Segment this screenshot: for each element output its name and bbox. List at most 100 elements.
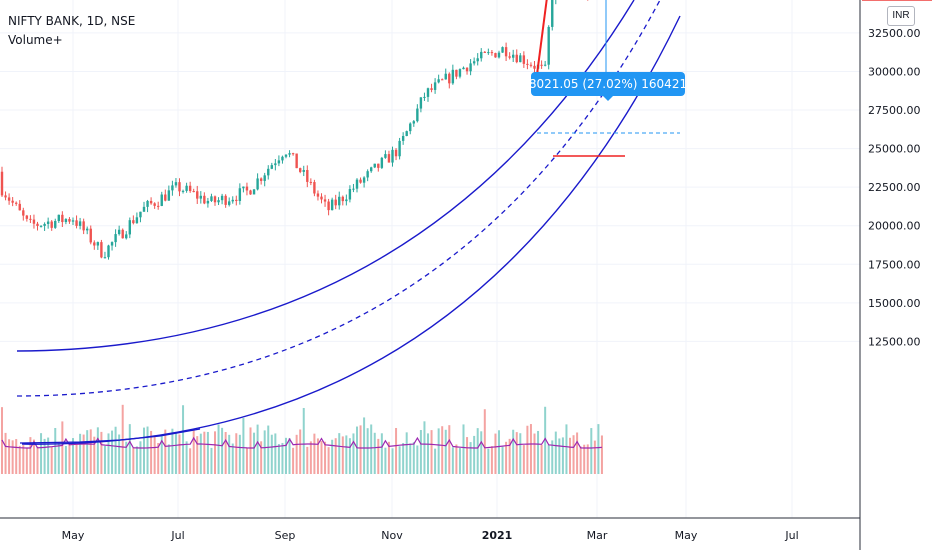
- volume-bar: [89, 429, 92, 474]
- candle-body: [185, 185, 188, 191]
- volume-bar: [50, 446, 53, 474]
- volume-bar: [22, 445, 25, 474]
- volume-bar: [79, 433, 82, 474]
- volume-bar: [238, 434, 241, 474]
- volume-bar: [224, 432, 227, 474]
- candle-body: [7, 197, 11, 201]
- volume-bar: [221, 427, 224, 474]
- volume-ma-line: [1, 436, 602, 449]
- volume-bar: [299, 429, 302, 474]
- volume-bar: [590, 428, 593, 474]
- candle-body: [391, 149, 394, 163]
- candle-body: [384, 154, 387, 158]
- candle-body: [412, 121, 415, 124]
- candle-body: [409, 123, 412, 132]
- volume-bar: [57, 442, 60, 474]
- volume-bar: [427, 433, 429, 474]
- candle-body: [270, 165, 273, 169]
- candle-body: [196, 191, 199, 199]
- time-scale-label: Sep: [275, 529, 296, 542]
- volume-bar: [593, 440, 596, 474]
- candle-body: [199, 195, 202, 199]
- candle-body: [206, 200, 210, 204]
- volume-bar: [398, 446, 401, 474]
- candle-body: [242, 186, 245, 189]
- candle-body: [82, 221, 85, 231]
- volume-bar: [316, 438, 319, 474]
- candle-body: [281, 156, 284, 161]
- candle-body: [29, 218, 32, 220]
- volume-bar: [235, 433, 238, 474]
- volume-bar: [242, 418, 245, 474]
- volume-bar: [498, 430, 500, 474]
- candle-body: [203, 195, 206, 204]
- volume-bar: [508, 438, 511, 474]
- volume-bar: [490, 446, 493, 474]
- red-trend-line: [536, 0, 548, 75]
- volume-bar: [256, 424, 259, 474]
- candle-body: [68, 219, 71, 222]
- volume-bar: [583, 444, 586, 474]
- volume-bar: [103, 445, 106, 474]
- candle-body: [57, 214, 60, 221]
- volume-bar: [515, 432, 518, 474]
- price-scale-label: 25000.00: [868, 143, 921, 156]
- volume-bar: [533, 433, 536, 474]
- candle-body: [43, 223, 46, 226]
- candle-body: [441, 79, 444, 81]
- volume-bar: [373, 432, 376, 474]
- volume-bar: [143, 427, 145, 474]
- candle-body: [238, 188, 242, 201]
- candle-body: [380, 157, 384, 168]
- volume-bar: [409, 443, 412, 474]
- candle-body: [252, 189, 256, 195]
- candle-body: [366, 171, 369, 178]
- volume-bar: [302, 407, 305, 474]
- candle-body: [36, 223, 39, 226]
- volume-bar: [576, 432, 579, 474]
- volume-bar: [405, 432, 408, 474]
- volume-bar: [309, 441, 312, 474]
- candle-body: [465, 67, 469, 72]
- volume-bar: [324, 441, 327, 474]
- candle-body: [295, 153, 298, 169]
- volume-bar: [210, 447, 213, 474]
- volume-bar: [111, 430, 114, 474]
- candle-body: [86, 228, 89, 231]
- candle-body: [327, 201, 330, 211]
- candle-body: [64, 219, 68, 223]
- candle-body: [476, 58, 479, 62]
- volume-bar: [448, 425, 451, 474]
- price-scale-label: 17500.00: [868, 258, 921, 271]
- volume-bar: [167, 444, 170, 474]
- volume-bar: [249, 427, 252, 474]
- candle-body: [540, 64, 543, 66]
- volume-bar: [554, 431, 557, 474]
- volume-bar: [359, 425, 362, 474]
- price-scale-label: 22500.00: [868, 181, 921, 194]
- candle-body: [504, 47, 508, 57]
- currency-button[interactable]: INR: [887, 6, 915, 26]
- candle-body: [401, 135, 405, 141]
- volume-bar: [600, 435, 603, 474]
- volume-bar: [157, 443, 160, 474]
- candle-body: [128, 220, 131, 235]
- symbol-title[interactable]: NIFTY BANK, 1D, NSE: [8, 14, 136, 28]
- candle-body: [54, 220, 57, 228]
- volume-bar: [320, 441, 323, 474]
- candle-body: [164, 194, 167, 201]
- volume-bar: [132, 448, 135, 474]
- candle-body: [256, 178, 259, 190]
- indicator-volume-label[interactable]: Volume+: [8, 33, 63, 47]
- candle-body: [426, 88, 430, 97]
- candle-body: [543, 64, 547, 66]
- candle-body: [142, 206, 146, 212]
- volume-bar: [217, 424, 220, 474]
- candle-body: [231, 199, 234, 202]
- candle-body: [522, 55, 526, 64]
- volume-bar: [597, 424, 600, 474]
- volume-bar: [569, 437, 571, 474]
- volume-bar: [93, 436, 96, 474]
- candle-body: [284, 154, 288, 157]
